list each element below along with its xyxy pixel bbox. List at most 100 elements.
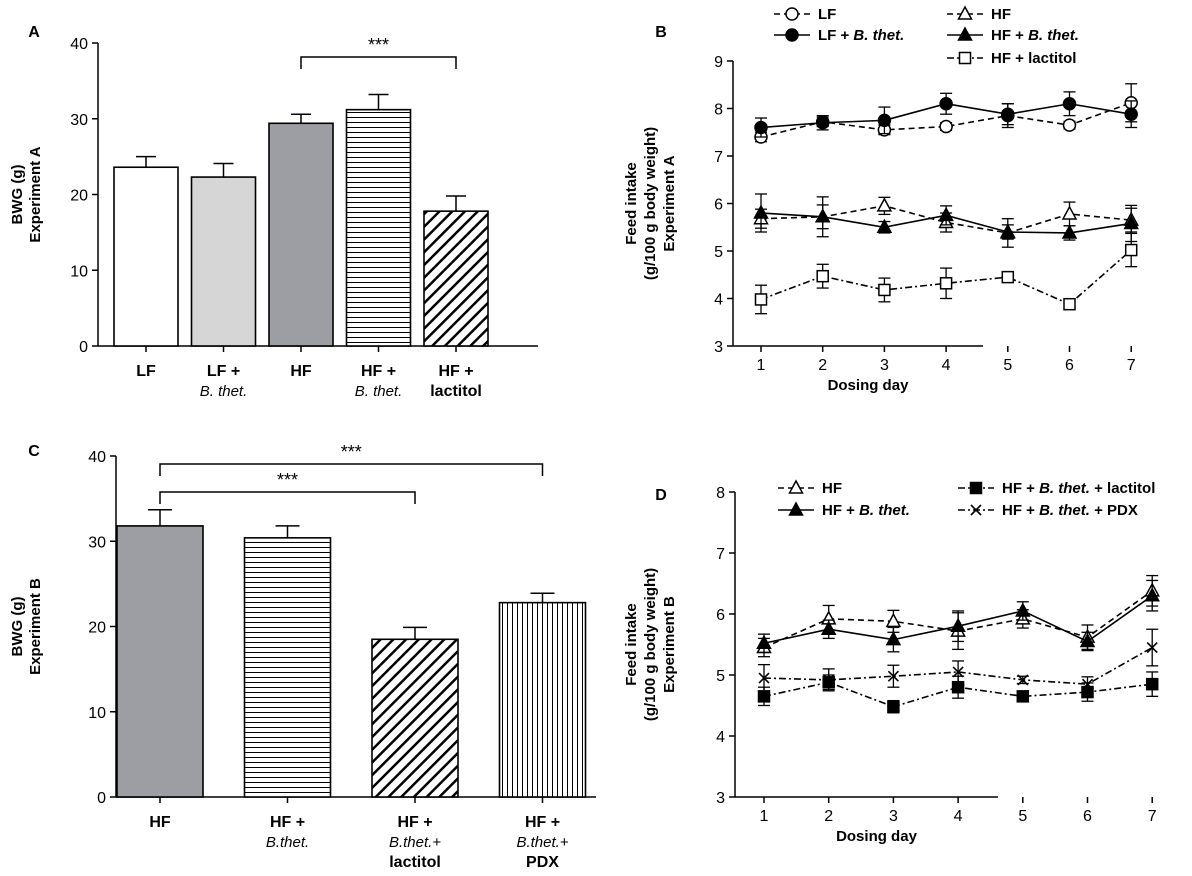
panel-b-ylabel2: (g/100 g body weight) [642, 127, 659, 280]
panel-c-category-label: HF + [525, 814, 560, 831]
panel-d-ytick-label: 8 [716, 485, 725, 502]
panel-b-xtick-label: 6 [1065, 357, 1074, 374]
panel-b-data-point [1061, 205, 1078, 220]
panel-c-ylabel2: Experiment B [27, 578, 44, 675]
panel-b-data-point [753, 204, 769, 219]
panel-d-xtick-label: 7 [1148, 808, 1157, 825]
panel-d-legend-label: HF + B. thet. + lactitol [1002, 480, 1155, 497]
panel-d-ytick-label: 4 [716, 729, 725, 746]
panel-d-data-point [1015, 602, 1031, 617]
panel-d-xtick-label: 2 [824, 808, 833, 825]
panel-b-data-point [878, 283, 891, 297]
panel-b-data-point [815, 116, 830, 130]
panel-d-data-point [887, 700, 900, 713]
panel-a-category-label-line2: lactitol [430, 383, 482, 400]
panel-b-xtick-label: 3 [880, 357, 889, 374]
panel-c-ytick-label: 20 [88, 620, 106, 637]
panel-b-data-point [1063, 297, 1076, 311]
panel-b-ylabel: Feed intake [623, 162, 640, 245]
panel-a-category-label-line2: B. thet. [200, 383, 248, 400]
panel-b-data-point [939, 97, 953, 111]
panel-b-legend-marker [785, 28, 799, 42]
panel-b-xtick-label: 1 [757, 357, 766, 374]
panel-a-bar [423, 210, 489, 347]
panel-b-data-point [939, 277, 953, 290]
panel-c-category-label-line3: lactitol [389, 854, 441, 871]
panel-a-ytick-label: 30 [70, 112, 88, 129]
panel-d-xtick-label: 1 [760, 808, 769, 825]
panel-a-category-label: LF [136, 363, 156, 380]
panel-c-significance-bracket [159, 463, 544, 476]
panel-d-data-point [820, 620, 837, 635]
panel-b-data-point [877, 113, 892, 128]
panel-c-ytick-label: 40 [88, 449, 106, 466]
panel-d-legend-marker [969, 481, 983, 495]
panel-b-data-point [1061, 224, 1078, 239]
panel-b-data-point [938, 206, 954, 222]
panel-d-ytick-label: 5 [716, 668, 725, 685]
panel-d-legend-label: HF + B. thet. [822, 502, 910, 519]
panel-d-data-point [885, 631, 902, 646]
panel-d-data-point [756, 634, 772, 650]
panel-c-label: C [28, 443, 40, 460]
panel-c-significance-label: *** [341, 442, 362, 462]
panel-c-bar [371, 638, 459, 798]
panel-a-ylabel: BWG (g) [9, 165, 26, 225]
panel-a-label: A [28, 24, 40, 41]
panel-c-category-label-line2: B.thet.+ [389, 834, 441, 851]
panel-b-data-point [814, 208, 831, 223]
panel-c-bar [498, 601, 587, 798]
panel-d-xtick-label: 3 [889, 808, 898, 825]
panel-c-significance-bracket [159, 491, 416, 504]
panel-c-ytick-label: 0 [97, 790, 106, 807]
panel-b-ytick-label: 8 [714, 102, 723, 119]
panel-b-legend-label: HF + B. thet. [991, 27, 1079, 44]
panel-d-data-point [952, 666, 964, 678]
panel-d-data-point [885, 612, 902, 628]
panel-b-xtick-label: 4 [942, 357, 951, 374]
panel-a-bar [190, 176, 257, 347]
panel-d-chart: D 3 4 5 6 7 8 1 2 3 4 5 6 7 Dosing day Feed intake (g/10… [623, 479, 1160, 845]
panel-c-category-label: HF + [397, 814, 432, 831]
panel-d-ylabel: Feed intake [623, 603, 640, 686]
panel-d-legend-marker [970, 504, 982, 516]
panel-d-xtick-label: 5 [1018, 808, 1027, 825]
panel-a-category-label: HF + [438, 363, 473, 380]
panel-b-data-point [754, 120, 768, 135]
panel-b-data-point [876, 197, 893, 212]
panel-b-legend-label: HF [991, 6, 1011, 23]
panel-d-legend-label: HF + B. thet. + PDX [1002, 502, 1138, 519]
panel-d-data-point [758, 672, 770, 684]
panel-d-ytick-label: 6 [716, 607, 725, 624]
panel-c-category-label: HF + [270, 814, 305, 831]
panel-a-bar [113, 166, 179, 347]
panel-a-ylabel2: Experiment A [27, 146, 44, 242]
panel-b-data-point [1123, 214, 1139, 230]
panel-c-ytick-label: 10 [88, 705, 106, 722]
panel-c-category-label-line2: B.thet.+ [516, 834, 568, 851]
panel-b-xlabel: Dosing day [828, 377, 910, 394]
panel-d-label: D [655, 487, 667, 504]
panel-a-ytick-label: 20 [70, 188, 88, 205]
panel-c-bar [116, 525, 204, 798]
panel-b-ytick-label: 3 [714, 339, 723, 356]
panel-d-xlabel: Dosing day [836, 828, 918, 845]
panel-b-data-point [1124, 107, 1138, 121]
panel-a-category-label: LF + [207, 363, 240, 380]
panel-d-legend-label: HF [822, 480, 842, 497]
panel-d-legend-marker [788, 479, 804, 494]
panel-b-data-point [1062, 118, 1077, 132]
panel-d-data-point [1146, 641, 1158, 654]
panel-d-data-point [1016, 690, 1030, 703]
panel-b-legend-marker [785, 7, 799, 21]
panel-d-data-point [1081, 678, 1094, 690]
panel-c-category-label: HF [149, 814, 171, 831]
panel-b-legend-marker [957, 26, 973, 41]
panel-c-category-label-line2: B.thet. [266, 834, 309, 851]
panel-b-xtick-label: 5 [1003, 357, 1012, 374]
panel-a-significance-label: *** [368, 35, 389, 55]
panel-d-data-point [757, 690, 771, 703]
panel-b-legend-label: LF [818, 6, 836, 23]
panel-d-ytick-label: 3 [716, 790, 725, 807]
